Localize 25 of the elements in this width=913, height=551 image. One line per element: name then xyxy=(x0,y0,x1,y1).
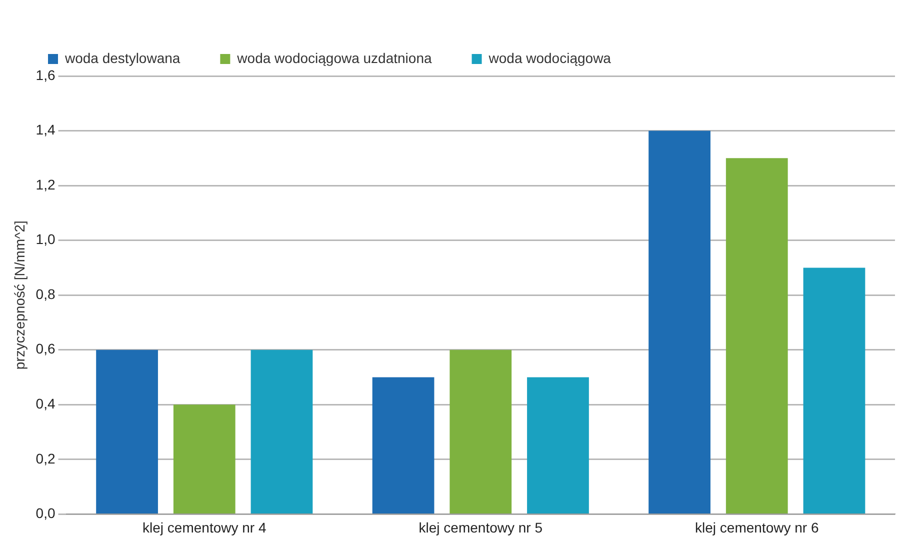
y-tick-label: 0,6 xyxy=(36,340,56,357)
legend-label: woda wodociągowa uzdatniona xyxy=(236,50,432,66)
y-tick-label: 0,4 xyxy=(36,396,56,412)
x-tick-label: klej cementowy nr 6 xyxy=(695,519,819,536)
x-tick-label: klej cementowy nr 4 xyxy=(142,519,266,536)
y-tick-label: 1,2 xyxy=(36,176,56,192)
y-tick-label: 1,4 xyxy=(36,122,56,138)
y-tick-label: 0,0 xyxy=(36,505,56,522)
bar xyxy=(648,130,710,514)
y-tick-label: 1,6 xyxy=(36,66,56,83)
bar xyxy=(803,268,866,514)
y-axis-title: przyczepność [N/mm^2] xyxy=(11,220,28,370)
bar xyxy=(372,377,434,514)
legend-label: woda wodociągowa xyxy=(488,50,612,66)
bar xyxy=(173,404,236,514)
x-tick-label: klej cementowy nr 5 xyxy=(418,519,543,536)
legend-label: woda destylowana xyxy=(64,50,180,66)
bar xyxy=(527,377,589,514)
bar xyxy=(450,350,512,514)
bar xyxy=(250,350,313,514)
y-tick-label: 1,0 xyxy=(36,231,56,248)
y-tick-label: 0,2 xyxy=(36,450,56,466)
y-tick-label: 0,8 xyxy=(36,286,56,302)
bar xyxy=(96,350,158,514)
bar xyxy=(726,158,788,514)
